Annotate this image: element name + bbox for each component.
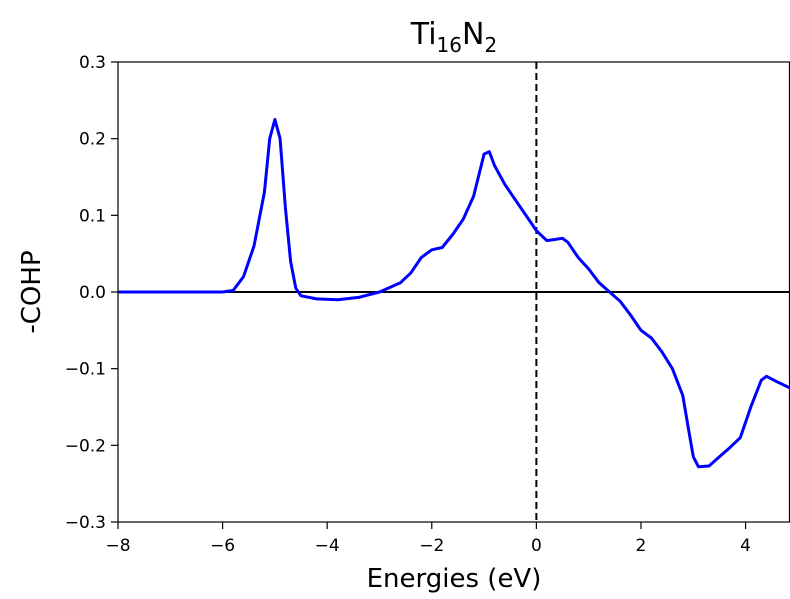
x-tick-label: 4 [740, 536, 751, 556]
x-tick-label: −8 [105, 536, 130, 556]
chart-title: Ti16N2 [410, 17, 497, 57]
y-axis-label: -COHP [17, 250, 47, 333]
x-axis-label: Energies (eV) [367, 564, 542, 594]
title-part: Ti [410, 17, 437, 52]
title-part: N [462, 17, 484, 52]
y-tick-label: −0.1 [65, 360, 106, 380]
y-tick-label: 0.2 [79, 130, 106, 150]
y-tick-label: −0.3 [65, 513, 106, 533]
cohp-line [118, 118, 790, 469]
title-part: 2 [484, 33, 497, 57]
title-part: 16 [437, 33, 462, 57]
y-tick-label: 0.3 [79, 53, 106, 73]
x-tick-label: −4 [315, 536, 340, 556]
y-tick-label: 0.0 [79, 283, 106, 303]
x-tick-label: 2 [636, 536, 647, 556]
y-tick-label: 0.1 [79, 206, 106, 226]
x-tick-label: 0 [531, 536, 542, 556]
x-tick-label: −2 [419, 536, 444, 556]
y-tick-label: −0.2 [65, 436, 106, 456]
x-tick-label: −6 [210, 536, 235, 556]
